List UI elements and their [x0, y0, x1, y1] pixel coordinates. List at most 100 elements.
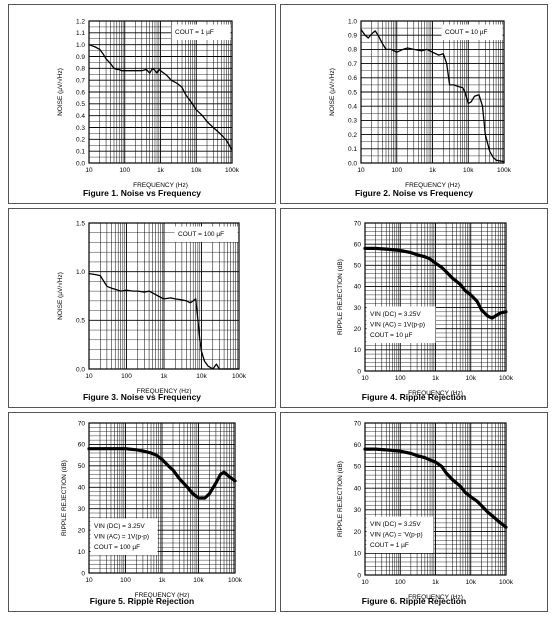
- y-tick-label: 10: [354, 551, 362, 558]
- y-tick-label: 0.4: [348, 104, 357, 111]
- y-tick-label: 0.6: [76, 89, 85, 96]
- series-line: [363, 447, 508, 529]
- plot-frame: [88, 422, 236, 574]
- x-tick-label: 100: [395, 375, 406, 382]
- x-tick-label: 100: [395, 579, 406, 586]
- y-tick-label: 0.3: [76, 125, 85, 132]
- y-tick-label: 0.5: [348, 89, 357, 96]
- figure-5-caption: Figure 5. Ripple Rejection: [89, 596, 195, 606]
- y-tick-label: 70: [354, 420, 362, 427]
- y-tick-label: 0.1: [76, 148, 85, 155]
- y-axis-label: NOISE (µV/√Hz): [328, 68, 336, 116]
- annotation-text: COUT = 10 µF: [370, 332, 412, 339]
- x-tick-label: 100k: [232, 373, 247, 380]
- figure-4-panel: 10 100 1k 10k 100k 0 10 20 30 40 50 60 70 FREQUENCY (…: [280, 208, 548, 408]
- annotation-text: COUT = 100 µF: [178, 231, 224, 238]
- annotation-text: COUT = 100 µF: [94, 544, 140, 551]
- x-axis-label: FREQUENCY (Hz): [405, 182, 460, 189]
- annotation-box: COUT = 100 µF: [174, 226, 238, 242]
- grid: [88, 222, 239, 370]
- y-tick-label: 0.8: [76, 66, 85, 73]
- y-tick-label: 70: [78, 420, 86, 427]
- figure-1-caption: Figure 1. Noise vs Frequency: [82, 188, 202, 198]
- y-tick-label: 60: [78, 442, 86, 449]
- noise-chart-2: 10 100 1k 10k 100k 0.0 0.1 0.2 0.3 0.4 0.5 0.6 0.7 0.…: [328, 18, 512, 189]
- x-tick-label: 100k: [228, 577, 243, 584]
- y-tick-label: 60: [354, 241, 362, 248]
- x-tick-label: 10: [85, 373, 93, 380]
- annotation-text: COUT = 10 µF: [445, 29, 487, 36]
- x-tick-label: 10k: [463, 167, 474, 174]
- x-tick-label: 10k: [196, 373, 207, 380]
- annotation-box: VIN (DC) = 3.25V VIN (AC) = 'V(p-p) COUT =…: [366, 516, 434, 553]
- y-tick-label: 0.8: [348, 47, 357, 54]
- x-tick-label: 100k: [497, 167, 512, 174]
- y-tick-label: 40: [354, 485, 362, 492]
- y-tick-label: 0: [357, 572, 361, 579]
- annotation-text: VIN (DC) = 3.25V: [370, 521, 421, 528]
- y-tick-label: 30: [354, 507, 362, 514]
- y-tick-label: 0.0: [348, 160, 357, 167]
- x-tick-label: 1k: [432, 375, 440, 382]
- y-tick-label: 70: [354, 220, 362, 227]
- annotation-background: [171, 24, 231, 40]
- annotation-text: COUT = 1 µF: [175, 29, 214, 36]
- y-tick-label: 1.0: [76, 269, 85, 276]
- plot-frame: [360, 20, 505, 164]
- annotation-background: [441, 24, 503, 40]
- x-axis-label: FREQUENCY (Hz): [133, 182, 188, 189]
- noise-chart-3: 10 100 1k 10k 100k 0.0 0.5 1.0 1.5 FREQUENCY (Hz)…: [56, 220, 247, 395]
- y-tick-label: 30: [78, 506, 86, 513]
- figure-1-panel: 10 100 1k 10k 100k 0.0 0.1 0.2 0.3 0.4 0.5 0.6 0.7 0.…: [8, 4, 276, 204]
- y-tick-label: 1.0: [348, 18, 357, 25]
- plot-frame: [364, 422, 507, 576]
- figure-4-caption: Figure 4. Ripple Rejection: [361, 392, 467, 402]
- annotation-background: [366, 516, 434, 553]
- y-axis-label: NOISE (µV/√Hz): [56, 68, 64, 116]
- x-axis-label: FREQUENCY (Hz): [408, 594, 463, 601]
- series-line: [360, 28, 505, 163]
- x-tick-label: 1k: [157, 167, 165, 174]
- annotation-text: VIN (AC) = 1V(p-p): [94, 534, 149, 541]
- series-line: [363, 246, 508, 320]
- y-tick-label: 20: [354, 326, 362, 333]
- y-tick-label: 0.3: [348, 118, 357, 125]
- x-tick-label: 10: [361, 579, 369, 586]
- y-tick-label: 0.9: [76, 54, 85, 61]
- grid: [364, 222, 506, 372]
- y-tick-label: 10: [354, 347, 362, 354]
- annotation-box: COUT = 10 µF: [441, 24, 503, 40]
- y-tick-label: 50: [78, 463, 86, 470]
- y-tick-label: 0.9: [348, 33, 357, 40]
- annotation-text: COUT = 1 µF: [370, 542, 409, 549]
- y-tick-label: 0: [81, 570, 85, 577]
- y-tick-label: 0.2: [76, 137, 85, 144]
- x-tick-label: 1k: [429, 167, 437, 174]
- y-tick-label: 20: [354, 529, 362, 536]
- grid: [88, 20, 232, 164]
- plot-frame: [364, 222, 507, 372]
- y-axis-label: NOISE (µV/√Hz): [56, 272, 64, 320]
- annotation-background: [90, 518, 158, 555]
- y-axis-label: RIPPLE REJECTION (dB): [337, 461, 344, 537]
- x-tick-label: 1k: [159, 577, 167, 584]
- x-tick-label: 100: [391, 167, 402, 174]
- x-tick-label: 10k: [191, 167, 202, 174]
- y-tick-label: 0.5: [76, 318, 85, 325]
- x-tick-label: 100: [120, 577, 131, 584]
- x-tick-label: 100: [121, 373, 132, 380]
- x-tick-label: 10: [85, 577, 93, 584]
- annotation-background: [174, 226, 238, 242]
- y-tick-label: 0.5: [76, 101, 85, 108]
- x-axis-label: FREQUENCY (Hz): [408, 390, 463, 397]
- annotation-text: VIN (AC) = 1V(p-p): [370, 322, 425, 329]
- y-tick-label: 0.7: [76, 77, 85, 84]
- y-tick-label: 0.1: [348, 146, 357, 153]
- x-tick-label: 10: [357, 167, 365, 174]
- y-tick-label: 1.5: [76, 220, 85, 227]
- y-tick-label: 1.0: [76, 42, 85, 49]
- plot-frame: [88, 20, 233, 164]
- x-axis-label: FREQUENCY (Hz): [135, 592, 190, 599]
- x-tick-label: 1k: [161, 373, 169, 380]
